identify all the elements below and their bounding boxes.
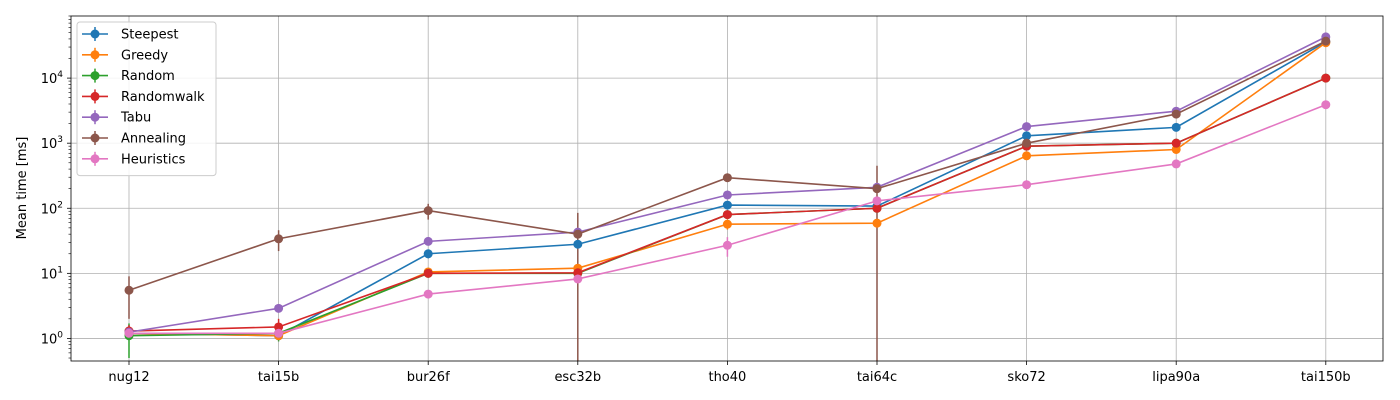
- data-point: [274, 234, 284, 244]
- data-point: [872, 218, 882, 228]
- legend-item: Annealing: [82, 131, 186, 147]
- x-tick-label: esc32b: [554, 370, 601, 385]
- legend-swatch-marker: [90, 91, 100, 101]
- y-tick-label: 104: [41, 70, 64, 87]
- x-tick-label: tai150b: [1301, 370, 1351, 385]
- legend: Steepest Greedy Random Randomwalk Tabu Anneal…: [76, 21, 217, 177]
- y-axis-ticks: 100 101 102 103 104: [41, 15, 71, 359]
- legend-label: Heuristics: [121, 152, 186, 167]
- legend-label: Tabu: [120, 111, 151, 126]
- data-point: [124, 328, 134, 338]
- legend-item: Steepest: [82, 27, 178, 43]
- y-tick-label: 103: [41, 135, 63, 152]
- x-axis-ticks: nug12 tai15b bur26f esc32b tho40 tai64c sko72 l…: [108, 361, 1351, 385]
- legend-label: Random: [121, 69, 175, 84]
- x-tick-label: tai64c: [857, 370, 897, 385]
- legend-item: Tabu: [82, 110, 151, 126]
- x-tick-label: tho40: [708, 370, 746, 385]
- x-tick-label: nug12: [108, 370, 149, 385]
- legend-item: Randomwalk: [82, 89, 205, 105]
- data-point: [573, 239, 583, 249]
- legend-label: Greedy: [121, 48, 168, 63]
- data-point: [573, 229, 583, 239]
- y-axis-label: Mean time [ms]: [15, 137, 30, 240]
- data-point: [1022, 122, 1032, 132]
- data-point: [423, 268, 433, 278]
- data-point: [722, 210, 732, 220]
- legend-label: Annealing: [121, 132, 186, 147]
- data-point: [1171, 122, 1181, 132]
- data-point: [1321, 36, 1331, 46]
- x-tick-label: sko72: [1007, 370, 1045, 385]
- legend-swatch-marker: [90, 154, 100, 164]
- data-point: [1321, 73, 1331, 83]
- data-point: [722, 219, 732, 229]
- data-point: [722, 240, 732, 250]
- data-point: [1321, 100, 1331, 110]
- data-point: [872, 184, 882, 194]
- data-point: [274, 322, 284, 332]
- data-point: [872, 203, 882, 213]
- legend-swatch-marker: [90, 71, 100, 81]
- data-point: [423, 236, 433, 246]
- y-tick-label: 102: [41, 200, 63, 217]
- x-tick-label: tai15b: [258, 370, 299, 385]
- legend-swatch-marker: [90, 112, 100, 122]
- data-point: [722, 200, 732, 210]
- data-point: [1022, 180, 1032, 190]
- data-point: [274, 328, 284, 338]
- legend-swatch-marker: [90, 50, 100, 60]
- data-point: [423, 249, 433, 259]
- y-tick-label: 100: [41, 330, 64, 347]
- x-tick-label: bur26f: [407, 370, 450, 385]
- legend-box: [76, 21, 217, 177]
- data-point: [1171, 159, 1181, 169]
- legend-item: Random: [82, 68, 175, 84]
- data-point: [573, 274, 583, 284]
- legend-label: Steepest: [121, 28, 178, 43]
- data-point: [1171, 144, 1181, 154]
- data-point: [423, 289, 433, 299]
- data-point: [573, 268, 583, 278]
- data-point: [274, 303, 284, 313]
- x-tick-label: lipa90a: [1152, 370, 1200, 385]
- data-point: [1171, 138, 1181, 148]
- y-tick-label: 101: [41, 265, 63, 282]
- legend-item: Greedy: [82, 47, 168, 63]
- data-point: [1171, 109, 1181, 119]
- legend-item: Heuristics: [82, 151, 186, 167]
- data-point: [722, 190, 732, 200]
- data-point: [124, 285, 134, 295]
- data-point: [423, 206, 433, 216]
- data-point: [1022, 131, 1032, 141]
- data-point: [1022, 151, 1032, 161]
- series-lines: [124, 32, 1331, 341]
- data-point: [1022, 138, 1032, 148]
- data-point: [722, 173, 732, 183]
- legend-swatch-marker: [90, 133, 100, 143]
- legend-swatch-marker: [90, 29, 100, 39]
- legend-label: Randomwalk: [121, 90, 205, 105]
- data-point: [872, 196, 882, 206]
